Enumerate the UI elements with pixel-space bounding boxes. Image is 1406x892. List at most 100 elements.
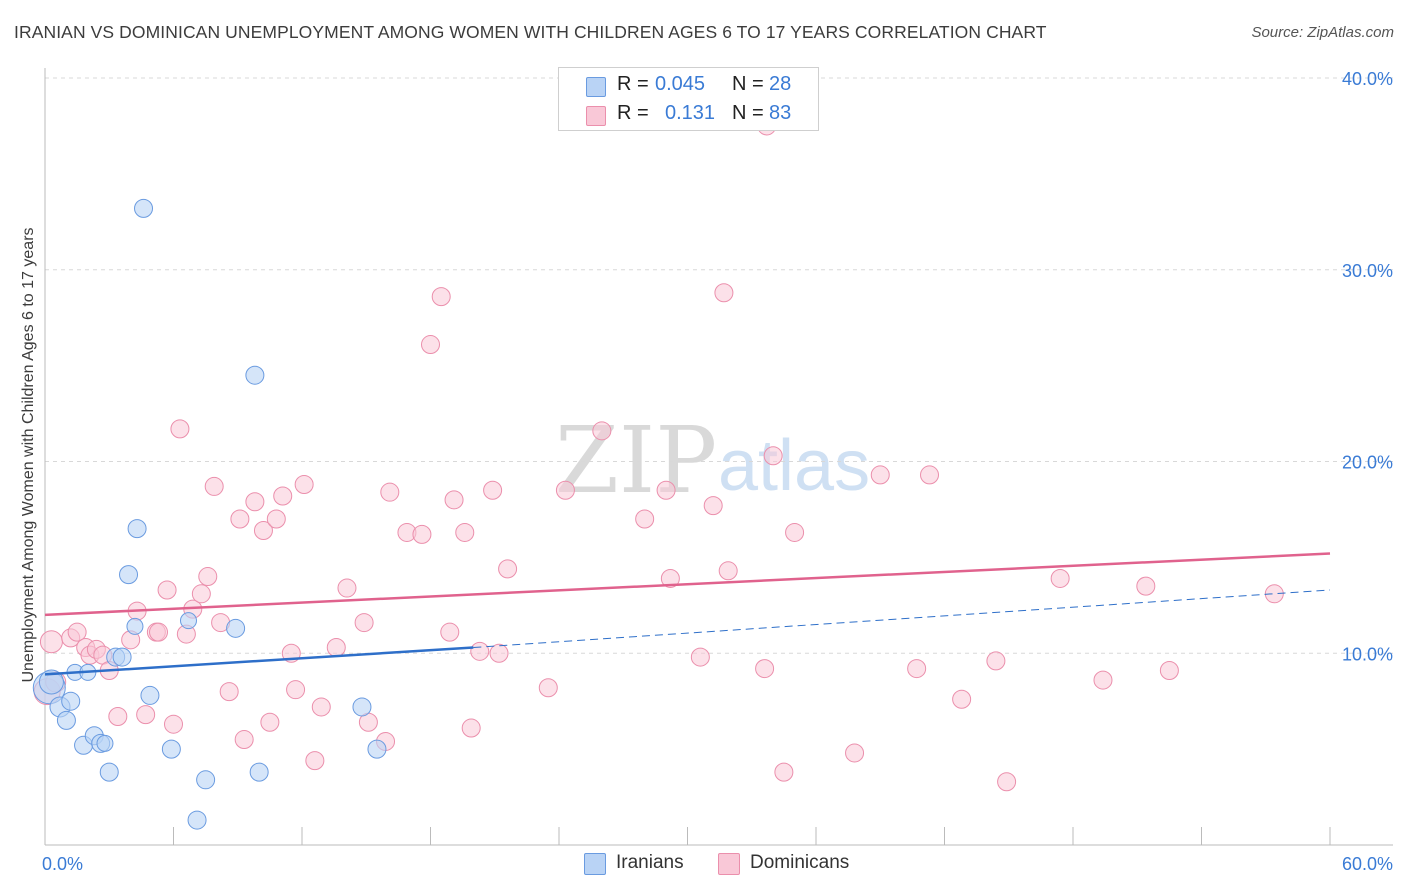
iranians-legend-label: Iranians [616,852,684,873]
watermark-zip: ZIP [555,407,717,514]
dominican-point [380,482,400,502]
dominican-point [703,496,723,516]
iranian-point [127,519,147,539]
dominican-point [305,751,325,771]
iranian-point [119,565,139,585]
dominican-point [592,421,612,441]
dominican-point [157,580,177,600]
iranian-point [367,739,387,759]
iranian-point [140,685,160,705]
iranians-swatch [586,77,606,97]
dominican-point [337,578,357,598]
y-tick-label: 30.0% [1342,261,1393,281]
dominican-point [555,480,575,500]
dominican-point [326,637,346,657]
iranian-point [56,710,76,730]
dominican-point [204,476,224,496]
dominicans-swatch [586,106,606,126]
dominican-point [690,647,710,667]
iranian-point [196,770,216,790]
dominican-point [170,419,190,439]
dominican-point [412,524,432,544]
iranians-trend-extension [473,589,1331,648]
iranian-point [126,617,144,635]
trend-lines [44,552,1331,676]
dominican-point [191,584,211,604]
dominican-point [538,678,558,698]
legend-r-label: R = [617,73,649,95]
y-tick-label: 40.0% [1342,69,1393,89]
dominican-point [997,772,1017,792]
dominican-point [470,641,490,661]
dominican-point [136,705,156,725]
iranian-point [352,697,372,717]
correlation-legend: R = 0.045 N = 28 R = 0.131 N = 83 [558,67,819,131]
dominican-point [455,522,475,542]
dominican-point [1050,568,1070,588]
iranian-point [245,365,265,385]
iranians-trend-line [44,646,474,676]
legend-row-dominicans: R = 0.131 N = 83 [559,99,818,129]
source-label: Source: ZipAtlas.com [1251,24,1394,41]
dominican-point [498,559,518,579]
dominican-point [1136,576,1156,596]
iranian-point [226,618,246,638]
dominican-point [952,689,972,709]
dominican-point [1159,661,1179,681]
axes [44,68,1393,846]
dominican-point [489,643,509,663]
dominican-point [431,287,451,307]
dominican-point [444,490,464,510]
dominican-point [311,697,331,717]
iranian-point [112,647,132,667]
watermark-atlas: atlas [718,426,870,506]
legend-n-value: 83 [769,102,792,124]
dominican-point [907,659,927,679]
y-tick-label: 10.0% [1342,644,1393,664]
dominican-point [198,567,218,587]
dominican-point [421,335,440,355]
y-tick-label: 20.0% [1342,453,1393,473]
dominican-point [763,446,783,466]
iranian-point [134,198,154,218]
dominican-point [660,568,680,588]
iranian-point [99,762,119,782]
dominican-point [440,622,460,642]
dominican-point [266,509,286,529]
legend-r-value: 0.131 [665,102,716,124]
watermark: ZIP atlas [555,407,870,514]
dominican-point [294,475,314,495]
dominicans-legend-swatch [718,853,740,875]
dominican-point [1264,584,1284,604]
dominican-point [354,613,374,633]
iranians-points [32,198,387,830]
dominican-point [149,622,169,642]
dominican-point [483,480,503,500]
dominican-point [260,712,280,732]
x-tick-label: 0.0% [42,854,83,874]
dominican-point [164,714,183,734]
iranian-point [249,762,269,782]
dominican-point [234,730,254,750]
dominican-point [920,465,940,485]
dominican-point [67,622,87,642]
legend-n-label: N = [732,102,764,124]
iranian-point [161,739,181,759]
dominican-point [870,465,890,485]
gridlines [45,77,1393,654]
dominican-point [39,630,63,654]
dominican-point [1093,670,1113,690]
legend-row-iranians: R = 0.045 N = 28 [559,70,818,100]
dominican-point [108,707,128,727]
iranian-point [179,612,197,630]
dominican-point [286,680,306,700]
legend-r-label: R = [617,102,649,124]
dominican-point [219,682,239,702]
iranian-point [96,734,114,752]
dominican-point [461,718,481,738]
dominicans-trend-line [44,552,1331,617]
iranian-point [187,810,207,830]
dominicans-points [33,116,1284,792]
dominican-point [635,509,655,529]
